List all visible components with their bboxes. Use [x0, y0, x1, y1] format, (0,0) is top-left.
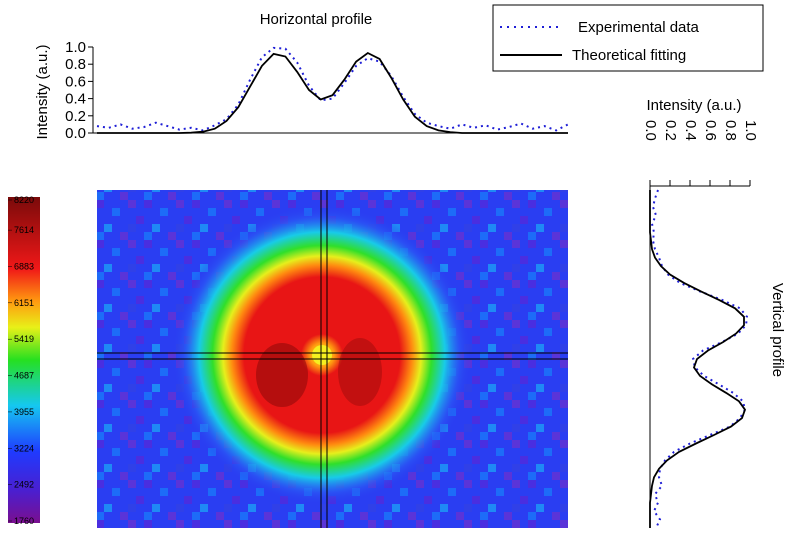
line	[649, 190, 747, 528]
colorbar	[8, 197, 40, 523]
colorbar-tick-label: 7614	[14, 225, 34, 235]
x-axis-label: Intensity (a.u.)	[646, 97, 741, 114]
tick-label: 0.4	[682, 120, 699, 141]
tick-label: 0.6	[702, 120, 719, 141]
colorbar-tick-label: 4687	[14, 371, 34, 381]
colorbar-tick-label: 1760	[14, 516, 34, 526]
colorbar-tick-label: 2492	[14, 480, 34, 490]
heatmap	[97, 190, 568, 528]
y-tick-label: 0.8	[65, 56, 86, 73]
colorbar-tick-label: 5419	[14, 334, 34, 344]
line	[650, 189, 749, 529]
y-tick-label: 0.4	[65, 91, 86, 108]
tick-label: 1.0	[742, 120, 759, 141]
legend-label: Experimental data	[578, 19, 700, 36]
colorbar-tick-label: 3224	[14, 443, 34, 453]
legend-label: Theoretical fitting	[572, 47, 686, 64]
colorbar-tick-label: 6883	[14, 261, 34, 271]
colorbar-tick-label: 3955	[14, 407, 34, 417]
y-tick-label: 0.0	[65, 125, 86, 142]
tick-label: 0.0	[642, 120, 659, 141]
chart-title: Horizontal profile	[260, 11, 373, 28]
y-tick-label: 1.0	[65, 39, 86, 56]
tick-label: 0.2	[662, 120, 679, 141]
y-tick-label: 0.2	[65, 108, 86, 125]
colorbar-tick-label: 8220	[14, 195, 34, 205]
colorbar-tick-label: 6151	[14, 298, 34, 308]
line	[97, 51, 568, 134]
tick-label: 0.8	[722, 120, 739, 141]
y-tick-label: 0.6	[65, 73, 86, 90]
chart-title: Vertical profile	[769, 283, 786, 377]
y-axis-label: Intensity (a.u.)	[34, 44, 51, 139]
legend: Experimental data Theoretical fitting	[492, 4, 764, 72]
